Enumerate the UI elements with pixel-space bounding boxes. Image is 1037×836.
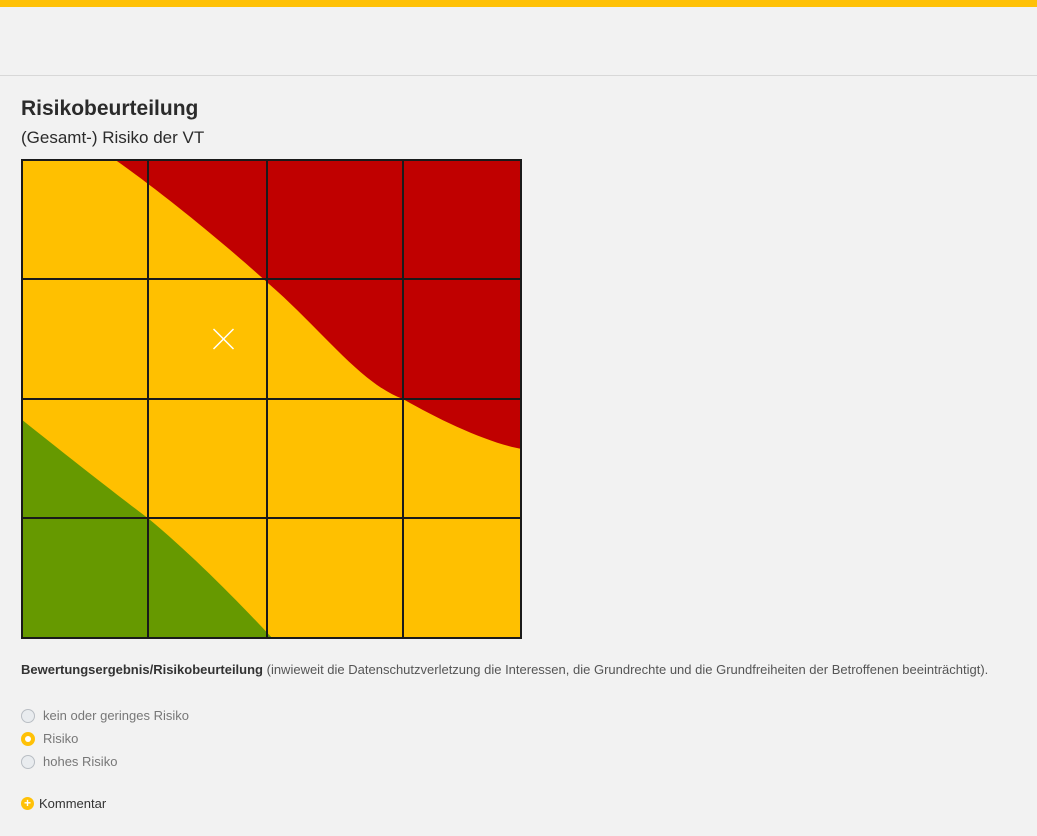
radio-button-checked[interactable] — [21, 731, 35, 746]
question-label-rest: (inwieweit die Datenschutzverletzung die… — [263, 662, 989, 677]
content-header: Risikobeurteilung (Gesamt-) Risiko der V… — [21, 95, 1021, 150]
risk-matrix[interactable] — [21, 159, 522, 639]
top-accent-bar — [0, 0, 1037, 7]
comment-label: Kommentar — [39, 796, 107, 811]
section-subtitle: (Gesamt-) Risiko der VT — [21, 128, 205, 147]
radio-button[interactable] — [21, 754, 35, 769]
radio-option-risk[interactable]: Risiko — [21, 727, 189, 750]
radio-button[interactable] — [21, 708, 35, 723]
radio-label: Risiko — [43, 731, 79, 746]
header-bar — [0, 7, 1037, 76]
matrix-zone-high — [114, 159, 522, 449]
radio-option-high[interactable]: hohes Risiko — [21, 750, 189, 773]
radio-label: hohes Risiko — [43, 754, 118, 769]
radio-label: kein oder geringes Risiko — [43, 708, 189, 723]
page-title: Risikobeurteilung — [21, 97, 199, 120]
cross-icon[interactable] — [212, 328, 235, 350]
risk-radio-group: kein oder geringes Risiko Risiko hohes R… — [21, 704, 189, 773]
plus-circle-icon: + — [21, 797, 34, 810]
matrix-grid — [21, 159, 522, 639]
radio-option-low[interactable]: kein oder geringes Risiko — [21, 704, 189, 727]
question-text: Bewertungsergebnis/Risikobeurteilung (in… — [21, 658, 1011, 681]
question-label-bold: Bewertungsergebnis/Risikobeurteilung — [21, 662, 263, 677]
risk-matrix-chart[interactable] — [21, 159, 522, 639]
add-comment-link[interactable]: + Kommentar — [21, 796, 106, 811]
cross-icon-stroke — [212, 328, 235, 350]
